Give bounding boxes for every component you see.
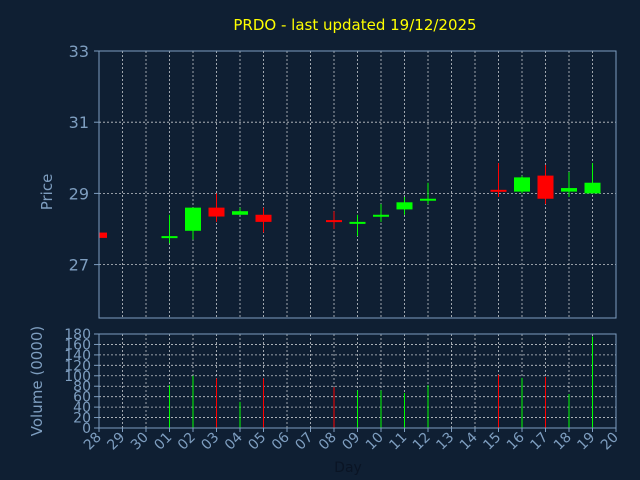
price-y-tick-label: 27 [69, 256, 89, 275]
candle-body [537, 175, 554, 199]
candle-body [373, 214, 389, 217]
price-y-tick-label: 33 [69, 42, 89, 61]
x-tick-label: 05 [245, 430, 269, 454]
x-tick-labels: 28 29 30 01 02 03 04 05 06 07 08 09 10 11 12 13 14 15 16 17… [81, 428, 622, 453]
x-tick-label: 20 [598, 430, 622, 454]
volume-y-tick-label: 160 [64, 337, 91, 353]
price-axis-label: Price [38, 174, 56, 211]
candle-body [490, 189, 507, 192]
candle-body [584, 182, 601, 194]
volume-y-tick-label: 0 [82, 421, 91, 437]
volume-y-tick-label: 60 [73, 390, 91, 406]
candle-body [561, 188, 577, 192]
price-candles [98, 163, 601, 244]
candle-body [349, 221, 366, 224]
x-tick-label: 01 [151, 430, 175, 454]
x-tick-label: 13 [433, 430, 457, 454]
volume-y-tick-label: 40 [73, 400, 91, 416]
x-tick-label: 07 [292, 430, 316, 454]
candle-body [208, 207, 225, 217]
x-axis-label: Day [334, 460, 362, 476]
x-tick-label: 29 [104, 430, 128, 454]
candle-body [185, 207, 201, 231]
volume-y-tick-label: 120 [64, 358, 91, 374]
candle-body [99, 232, 107, 238]
x-tick-label: 15 [480, 430, 504, 454]
x-tick-label: 08 [316, 430, 340, 454]
x-tick-label: 12 [410, 430, 434, 454]
candle-body [161, 236, 178, 239]
x-tick-label: 03 [198, 430, 222, 454]
chart-title: PRDO - last updated 19/12/2025 [233, 16, 476, 34]
candle-body [396, 202, 413, 210]
volume-bars [169, 336, 593, 428]
x-tick-label: 09 [339, 430, 363, 454]
price-y-tick-label: 31 [69, 113, 89, 132]
volume-y-tick-label: 180 [64, 327, 91, 343]
price-y-tick-labels: 27 29 31 33 [69, 42, 99, 275]
x-tick-label: 04 [222, 429, 246, 453]
price-y-tick-label: 29 [69, 184, 89, 203]
x-tick-label: 16 [504, 429, 528, 453]
x-tick-label: 11 [386, 430, 410, 454]
volume-y-tick-label: 100 [64, 369, 91, 385]
x-tick-label: 14 [457, 429, 481, 453]
candle-body [514, 177, 530, 192]
candle-body [255, 214, 272, 222]
price-plot-frame [98, 50, 617, 319]
x-tick-label: 19 [574, 430, 598, 454]
x-tick-label: 18 [551, 430, 575, 454]
volume-axis-label: Volume (0000) [28, 326, 46, 436]
x-tick-label: 10 [363, 430, 387, 454]
volume-y-tick-label: 140 [64, 348, 91, 364]
x-tick-label: 17 [527, 430, 551, 454]
candle-body [232, 211, 248, 215]
x-tick-label: 02 [175, 430, 199, 454]
x-tick-label: 30 [128, 430, 152, 454]
candle-body [420, 198, 436, 201]
x-tick-label: 06 [269, 429, 293, 453]
volume-y-tick-label: 80 [73, 379, 91, 395]
candle-body [326, 220, 342, 223]
volume-y-tick-label: 20 [73, 411, 91, 427]
